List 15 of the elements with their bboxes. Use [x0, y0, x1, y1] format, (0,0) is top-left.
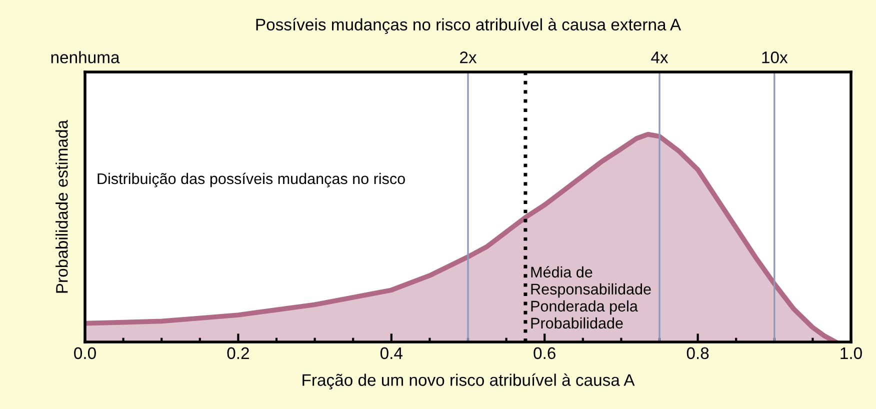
x-tick-label: 0.8	[686, 347, 709, 360]
x-axis-title: Fração de um novo risco atribuível à causa A	[302, 374, 635, 390]
chart-title: Possíveis mudanças no risco atribuível à causa externa A	[256, 18, 682, 34]
y-axis-title: Probabilidade estimada	[56, 120, 68, 293]
x-tick-label: 0.6	[534, 347, 556, 360]
x-tick-label: 1.0	[840, 347, 862, 360]
annotation: Distribuição das possíveis mudanças no risco	[98, 172, 405, 188]
ref-line-label: 10x	[762, 52, 788, 64]
x-tick-label: 0.0	[74, 347, 96, 360]
text: nenhuma	[51, 51, 120, 64]
x-tick-label: 0.4	[380, 347, 402, 360]
ref-line-label: Média de Responsabilidade Ponderada pela Probabilidade	[531, 266, 651, 329]
x-tick-label: 0.2	[227, 347, 249, 360]
ref-line-label: 4x	[651, 52, 668, 64]
ref-line-label: 2x	[460, 52, 477, 64]
